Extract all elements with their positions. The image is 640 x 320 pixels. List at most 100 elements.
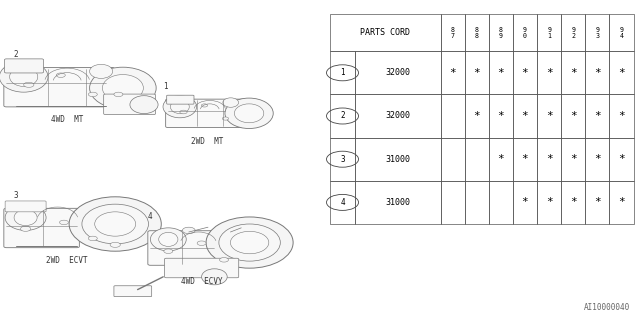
- Bar: [537, 138, 561, 181]
- Text: 9
3: 9 3: [595, 27, 600, 38]
- Bar: [489, 14, 513, 51]
- Ellipse shape: [82, 204, 148, 244]
- Ellipse shape: [102, 75, 143, 101]
- Text: 3: 3: [340, 155, 345, 164]
- Text: *: *: [449, 68, 456, 78]
- Text: 4WD  ECVY: 4WD ECVY: [180, 277, 223, 286]
- Ellipse shape: [225, 98, 273, 129]
- Bar: [489, 138, 513, 181]
- Bar: [561, 94, 586, 138]
- Text: *: *: [618, 68, 625, 78]
- Bar: [513, 94, 537, 138]
- FancyBboxPatch shape: [166, 99, 246, 127]
- Bar: [440, 138, 465, 181]
- Bar: [330, 181, 355, 224]
- Ellipse shape: [220, 258, 228, 262]
- Text: 4: 4: [148, 212, 153, 221]
- Bar: [586, 181, 609, 224]
- Bar: [330, 138, 355, 181]
- Bar: [440, 14, 465, 51]
- FancyBboxPatch shape: [104, 94, 156, 115]
- FancyBboxPatch shape: [4, 208, 79, 248]
- Bar: [586, 138, 609, 181]
- Bar: [609, 138, 634, 181]
- Text: *: *: [618, 154, 625, 164]
- Text: *: *: [570, 111, 577, 121]
- Text: 2: 2: [340, 111, 345, 121]
- Text: 9
0: 9 0: [523, 27, 527, 38]
- Text: *: *: [594, 68, 601, 78]
- Text: *: *: [497, 111, 504, 121]
- Ellipse shape: [150, 228, 186, 251]
- Bar: [537, 181, 561, 224]
- Text: 8
8: 8 8: [475, 27, 479, 38]
- Ellipse shape: [164, 249, 173, 253]
- Bar: [609, 181, 634, 224]
- Bar: [465, 94, 489, 138]
- Text: *: *: [474, 111, 480, 121]
- Ellipse shape: [182, 227, 195, 234]
- Text: 2: 2: [13, 50, 19, 59]
- Text: 3: 3: [13, 191, 19, 200]
- Text: 32000: 32000: [385, 68, 410, 77]
- Text: 2WD  ECVT: 2WD ECVT: [46, 256, 88, 265]
- Text: *: *: [594, 111, 601, 121]
- Text: *: *: [570, 197, 577, 207]
- Text: *: *: [594, 197, 601, 207]
- Text: 9
1: 9 1: [547, 27, 551, 38]
- Ellipse shape: [88, 92, 97, 97]
- Text: 2WD  MT: 2WD MT: [191, 137, 223, 146]
- Text: AI10000040: AI10000040: [584, 303, 630, 312]
- Text: *: *: [522, 68, 529, 78]
- Bar: [561, 138, 586, 181]
- Text: PARTS CORD: PARTS CORD: [360, 28, 410, 37]
- Text: *: *: [594, 154, 601, 164]
- Ellipse shape: [159, 232, 178, 246]
- FancyBboxPatch shape: [166, 95, 194, 104]
- Ellipse shape: [95, 212, 136, 236]
- Ellipse shape: [10, 67, 38, 86]
- FancyBboxPatch shape: [5, 201, 46, 212]
- Bar: [586, 94, 609, 138]
- Text: 31000: 31000: [385, 198, 410, 207]
- Bar: [440, 94, 465, 138]
- Text: 8
7: 8 7: [451, 27, 454, 38]
- Ellipse shape: [202, 104, 207, 107]
- Text: *: *: [570, 154, 577, 164]
- Text: *: *: [497, 154, 504, 164]
- Text: *: *: [546, 197, 552, 207]
- Bar: [561, 14, 586, 51]
- Text: 32000: 32000: [385, 111, 410, 121]
- Text: *: *: [546, 154, 552, 164]
- Bar: [355, 94, 440, 138]
- Bar: [330, 14, 440, 51]
- Text: 4WD  MT: 4WD MT: [51, 115, 83, 124]
- Bar: [465, 138, 489, 181]
- Ellipse shape: [14, 210, 37, 226]
- Ellipse shape: [60, 220, 68, 225]
- Bar: [513, 138, 537, 181]
- FancyBboxPatch shape: [4, 68, 115, 107]
- Bar: [537, 51, 561, 94]
- Ellipse shape: [0, 61, 48, 92]
- Ellipse shape: [170, 100, 189, 114]
- Bar: [355, 51, 440, 94]
- Ellipse shape: [5, 205, 46, 230]
- FancyBboxPatch shape: [114, 286, 152, 297]
- Ellipse shape: [88, 236, 97, 241]
- Ellipse shape: [110, 242, 120, 247]
- Ellipse shape: [234, 104, 264, 123]
- Text: 31000: 31000: [385, 155, 410, 164]
- Bar: [465, 181, 489, 224]
- Ellipse shape: [20, 226, 31, 231]
- Ellipse shape: [219, 224, 280, 261]
- Ellipse shape: [222, 117, 228, 120]
- Text: *: *: [546, 68, 552, 78]
- Text: *: *: [474, 68, 480, 78]
- Text: 1: 1: [340, 68, 345, 77]
- Text: *: *: [618, 111, 625, 121]
- Text: 4: 4: [340, 198, 345, 207]
- Text: *: *: [546, 111, 552, 121]
- Bar: [513, 181, 537, 224]
- Ellipse shape: [90, 64, 113, 78]
